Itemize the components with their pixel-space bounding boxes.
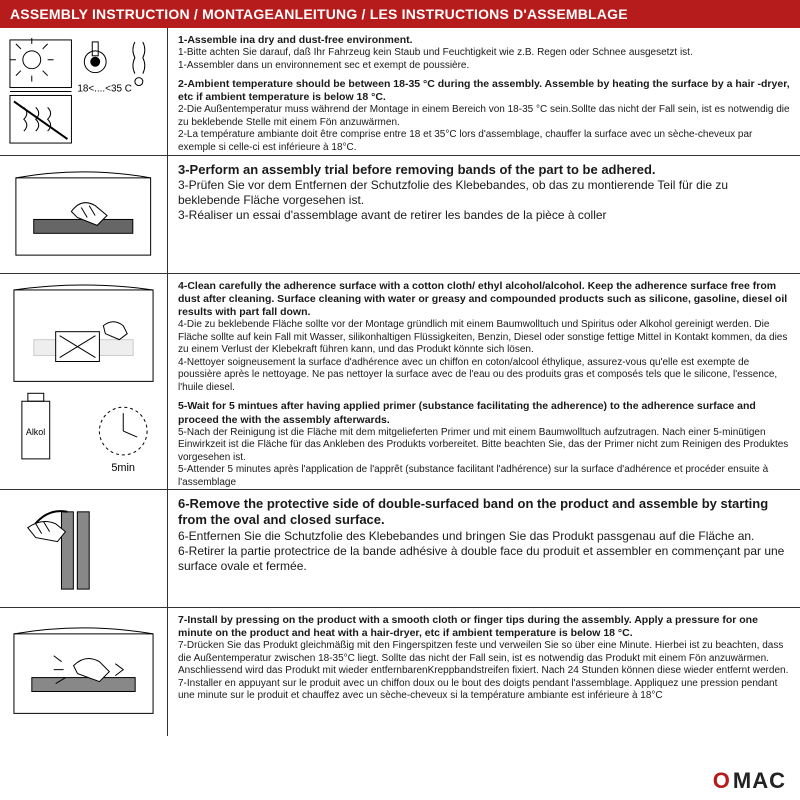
brand-accent: O	[713, 768, 731, 794]
step-6: 6-Remove the protective side of double-s…	[178, 496, 790, 574]
step-7: 7-Install by pressing on the product wit…	[178, 614, 790, 703]
step-1: 1-Assemble ina dry and dust-free environ…	[178, 34, 790, 72]
press-install-icon	[4, 612, 163, 731]
instruction-text: 4-Clean carefully the adherence surface …	[168, 274, 800, 489]
step-fr: 1-Assembler dans un environnement sec et…	[178, 60, 790, 73]
step-en: 1-Assemble ina dry and dust-free environ…	[178, 34, 790, 47]
instruction-row: 3-Perform an assembly trial before remov…	[0, 156, 800, 274]
step-de: 4-Die zu beklebende Fläche sollte vor de…	[178, 319, 790, 357]
brand-logo: OMAC	[713, 768, 786, 794]
step-de: 2-Die Außentemperatur muss während der M…	[178, 104, 790, 129]
footer: OMAC	[0, 764, 800, 800]
env-temp-icon: 18<....<35 C	[4, 32, 163, 151]
step-fr: 2-La température ambiante doit être comp…	[178, 129, 790, 154]
instruction-text: 7-Install by pressing on the product wit…	[168, 608, 800, 736]
step-en: 3-Perform an assembly trial before remov…	[178, 162, 790, 178]
step-de: 7-Drücken Sie das Produkt gleichmäßig mi…	[178, 640, 790, 678]
clean-wait-icon: Alkol 5min	[4, 282, 163, 481]
instruction-row: Alkol 5min 4-Clean carefully the adheren…	[0, 274, 800, 490]
temp-range-label: 18<....<35 C	[78, 83, 133, 94]
thumb-press-install	[0, 608, 168, 736]
step-5: 5-Wait for 5 mintues after having applie…	[178, 400, 790, 489]
instruction-text: 6-Remove the protective side of double-s…	[168, 490, 800, 607]
thumb-clean-wait: Alkol 5min	[0, 274, 168, 489]
step-de: 6-Entfernen Sie die Schutzfolie des Kleb…	[178, 529, 790, 544]
step-en: 4-Clean carefully the adherence surface …	[178, 280, 790, 319]
instruction-row: 18<....<35 C 1-Assemble ina dry and dust…	[0, 28, 800, 156]
step-fr: 4-Nettoyer soigneusement la surface d'ad…	[178, 357, 790, 395]
brand-rest: MAC	[733, 768, 786, 794]
step-2: 2-Ambient temperature should be between …	[178, 78, 790, 154]
peel-tape-icon	[4, 494, 163, 603]
step-de: 1-Bitte achten Sie darauf, daß Ihr Fahrz…	[178, 47, 790, 60]
step-en: 5-Wait for 5 mintues after having applie…	[178, 400, 790, 426]
instruction-row: 7-Install by pressing on the product wit…	[0, 608, 800, 736]
step-en: 7-Install by pressing on the product wit…	[178, 614, 790, 640]
wait-label: 5min	[111, 462, 135, 474]
step-3: 3-Perform an assembly trial before remov…	[178, 162, 790, 223]
instruction-text: 3-Perform an assembly trial before remov…	[168, 156, 800, 273]
step-fr: 7-Installer en appuyant sur le produit a…	[178, 678, 790, 703]
step-en: 6-Remove the protective side of double-s…	[178, 496, 790, 529]
step-en: 2-Ambient temperature should be between …	[178, 78, 790, 104]
instruction-text: 1-Assemble ina dry and dust-free environ…	[168, 28, 800, 155]
thumb-env-temp: 18<....<35 C	[0, 28, 168, 155]
step-de: 3-Prüfen Sie vor dem Entfernen der Schut…	[178, 178, 790, 208]
step-4: 4-Clean carefully the adherence surface …	[178, 280, 790, 394]
trial-fit-icon	[4, 160, 163, 269]
header-bar: ASSEMBLY INSTRUCTION / MONTAGEANLEITUNG …	[0, 0, 800, 28]
step-de: 5-Nach der Reinigung ist die Fläche mit …	[178, 427, 790, 465]
instruction-row: 6-Remove the protective side of double-s…	[0, 490, 800, 608]
page-title: ASSEMBLY INSTRUCTION / MONTAGEANLEITUNG …	[10, 6, 628, 22]
step-fr: 3-Réaliser un essai d'assemblage avant d…	[178, 208, 790, 223]
thumb-trial-fit	[0, 156, 168, 273]
assembly-instruction-sheet: ASSEMBLY INSTRUCTION / MONTAGEANLEITUNG …	[0, 0, 800, 800]
alcohol-label: Alkol	[26, 427, 45, 437]
thumb-peel-tape	[0, 490, 168, 607]
instruction-rows: 18<....<35 C 1-Assemble ina dry and dust…	[0, 28, 800, 764]
step-fr: 5-Attender 5 minutes après l'application…	[178, 464, 790, 489]
step-fr: 6-Retirer la partie protectrice de la ba…	[178, 544, 790, 574]
